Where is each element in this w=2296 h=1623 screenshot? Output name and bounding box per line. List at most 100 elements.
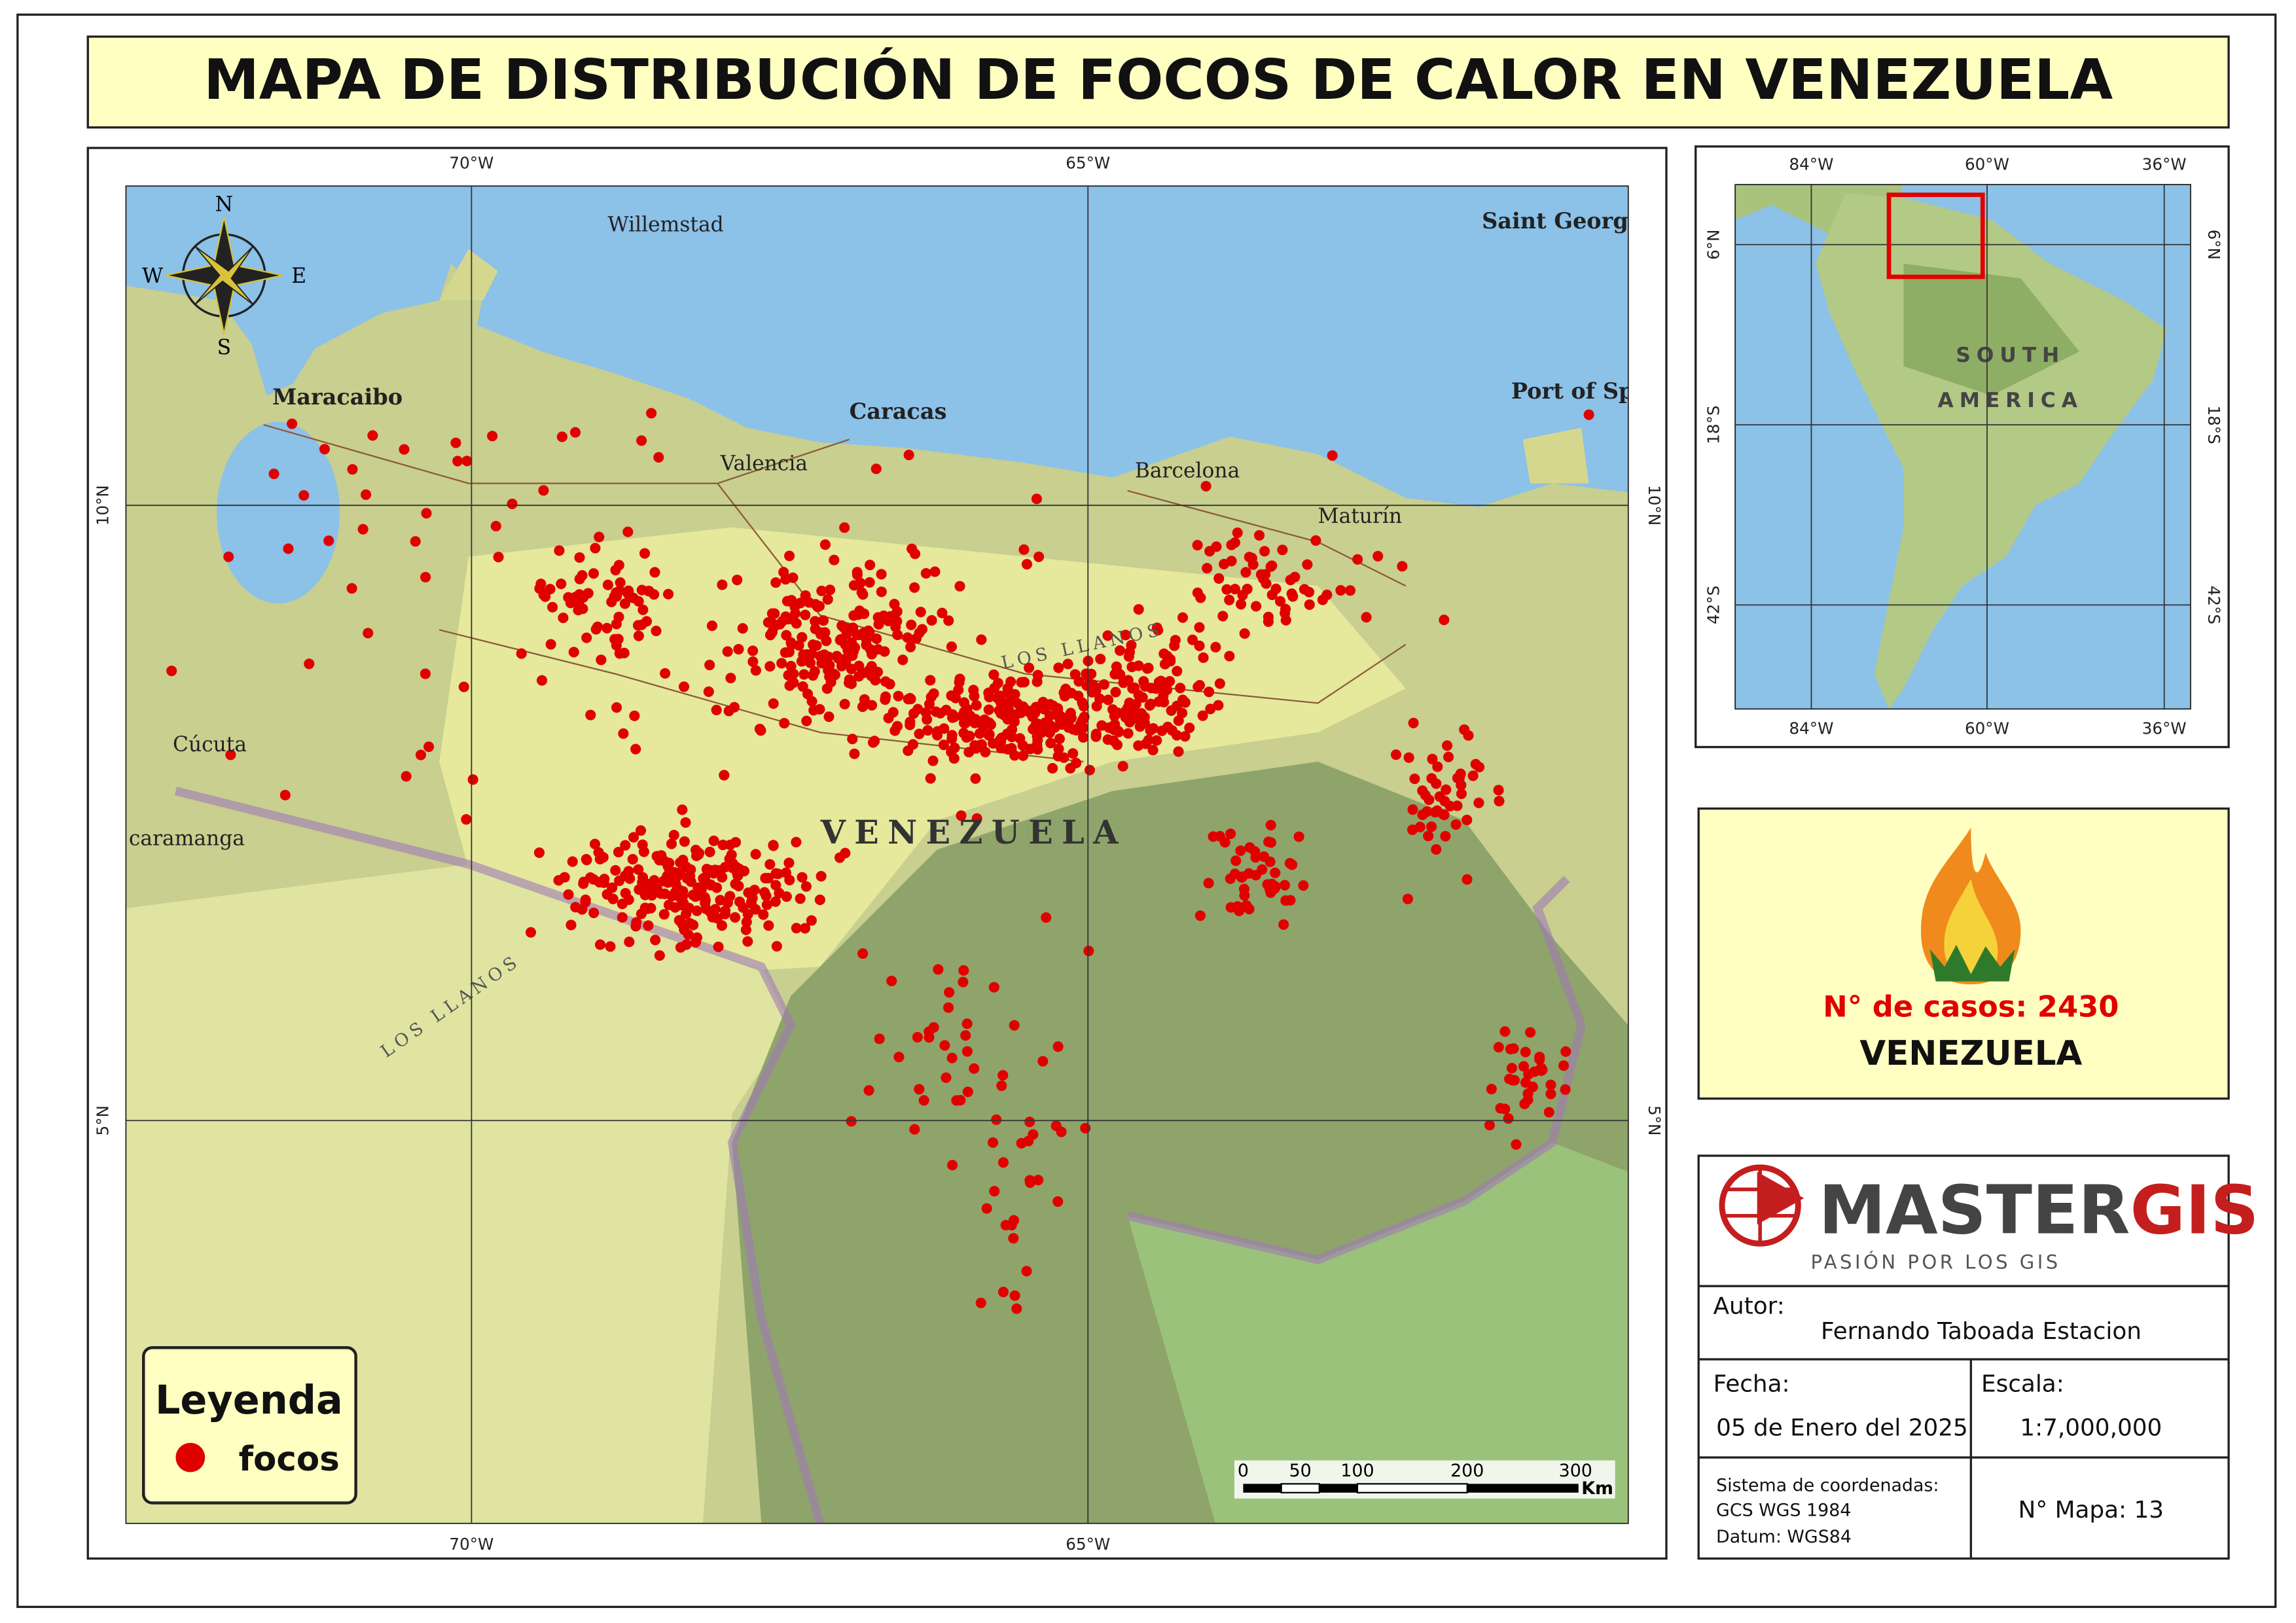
fire-point xyxy=(889,599,900,610)
roads xyxy=(263,424,1407,763)
fire-point xyxy=(824,660,835,671)
fire-point xyxy=(614,875,625,886)
fire-point xyxy=(1432,761,1443,772)
fire-point xyxy=(785,637,797,648)
fire-point xyxy=(867,649,878,660)
fire-point xyxy=(1045,738,1056,749)
fire-point xyxy=(1225,828,1236,840)
brazil-lowlands xyxy=(1127,1142,1628,1524)
fire-point xyxy=(768,698,779,709)
fire-point xyxy=(1390,749,1402,760)
lat-label: 10°N xyxy=(94,485,113,526)
scale-tick-label: 0 xyxy=(1238,1461,1249,1481)
fire-point xyxy=(1127,683,1138,694)
country-label: VENEZUELA xyxy=(820,813,1127,851)
fire-point xyxy=(570,902,581,913)
fire-point xyxy=(679,836,690,847)
fire-point xyxy=(791,836,802,847)
fire-point xyxy=(1239,890,1250,901)
fire-point xyxy=(490,520,501,532)
fire-point xyxy=(624,873,636,884)
fire-point xyxy=(1052,1196,1064,1207)
fire-point xyxy=(976,634,987,645)
fire-point xyxy=(905,692,916,704)
fire-point xyxy=(1518,1061,1530,1072)
author: Fernando Taboada Estacion xyxy=(1821,1318,2142,1345)
fire-point xyxy=(580,894,591,906)
fire-point xyxy=(983,704,994,715)
fire-point xyxy=(1545,1079,1556,1090)
fire-point xyxy=(946,641,958,652)
fire-point xyxy=(1031,676,1043,687)
fire-point xyxy=(717,579,728,590)
logo-text-red: GIS xyxy=(2130,1171,2259,1250)
fire-point xyxy=(1006,1220,1017,1231)
fire-point xyxy=(691,905,702,916)
fire-point xyxy=(421,508,432,519)
fire-point xyxy=(725,673,736,684)
fire-point xyxy=(601,622,613,633)
fire-point xyxy=(996,1080,1007,1092)
place-label: Maturín xyxy=(1318,505,1403,528)
fire-point xyxy=(1224,594,1235,605)
place-label: Maracaibo xyxy=(272,383,403,410)
fire-point xyxy=(1018,677,1030,688)
fire-point xyxy=(507,498,518,510)
fire-point xyxy=(1052,709,1064,721)
fire-point xyxy=(956,810,967,821)
fire-point xyxy=(1194,640,1205,651)
fire-point xyxy=(538,589,549,601)
fire-point xyxy=(1194,622,1205,633)
fire-point xyxy=(816,870,827,882)
fire-point xyxy=(1143,662,1154,673)
fire-point xyxy=(1144,700,1155,711)
fire-point xyxy=(834,852,846,863)
fire-point xyxy=(705,865,716,876)
fire-point xyxy=(1304,586,1315,597)
fire-point xyxy=(1197,710,1208,721)
fire-point xyxy=(629,710,640,721)
fire-point xyxy=(283,543,294,554)
fire-point xyxy=(1160,677,1172,688)
fire-point xyxy=(1543,1107,1554,1118)
extent-indicator xyxy=(1886,192,1985,279)
fire-point xyxy=(1506,1063,1518,1074)
fire-point xyxy=(620,840,631,851)
fire-point xyxy=(1424,794,1435,806)
fire-point xyxy=(639,548,651,559)
fire-point xyxy=(662,870,673,882)
fire-point xyxy=(822,594,833,605)
fire-point xyxy=(960,1030,971,1041)
fire-point xyxy=(1016,1137,1027,1149)
fire-point xyxy=(1214,678,1225,689)
fire-point xyxy=(722,646,733,657)
fire-point xyxy=(1033,551,1045,562)
fire-point xyxy=(1508,1043,1519,1054)
fire-point xyxy=(817,615,829,626)
inset-map: SOUTH AMERICA xyxy=(1735,185,2191,709)
fire-point xyxy=(865,560,876,571)
fire-point xyxy=(943,1002,954,1013)
compass-label: N xyxy=(215,192,233,216)
fire-point xyxy=(423,741,435,753)
fire-point xyxy=(932,730,943,741)
fire-point xyxy=(696,884,707,895)
fire-point xyxy=(763,920,774,931)
fire-point xyxy=(1259,546,1270,557)
fire-point xyxy=(1426,821,1437,832)
fire-point xyxy=(1402,893,1413,904)
fire-point xyxy=(816,658,827,669)
fire-point xyxy=(1179,697,1191,708)
fire-point xyxy=(639,902,651,914)
fire-point xyxy=(658,909,670,920)
fire-point xyxy=(928,688,939,699)
lon-label: 65°W xyxy=(1066,1535,1110,1554)
fire-point xyxy=(1024,662,1035,673)
fire-point xyxy=(747,656,759,668)
fire-point xyxy=(1525,1027,1536,1038)
fire-point xyxy=(706,620,718,632)
fire-point xyxy=(909,582,920,593)
fire-point xyxy=(889,725,901,736)
fire-point xyxy=(1310,535,1321,546)
fire-point xyxy=(633,596,644,607)
